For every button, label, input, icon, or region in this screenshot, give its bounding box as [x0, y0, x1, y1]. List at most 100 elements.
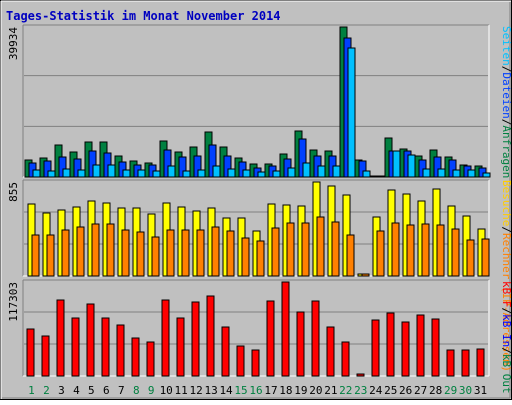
bottom-bar-kb-f-day-21: [326, 326, 335, 377]
middle-bar-rechner-ip-adressen--day-30: [466, 239, 475, 277]
legend-bottom-part-3: /: [500, 347, 512, 354]
middle-bar-rechner-ip-adressen--day-3: [61, 229, 70, 277]
day-label-23: 23: [354, 384, 367, 397]
middle-bar-rechner-ip-adressen--day-8: [136, 231, 145, 277]
day-label-14: 14: [219, 384, 233, 397]
middle-bar-rechner-ip-adressen--day-22: [346, 234, 355, 277]
bottom-bar-kb-f-day-5: [86, 303, 95, 377]
middle-bar-rechner-ip-adressen--day-26: [406, 224, 415, 277]
day-label-13: 13: [204, 384, 217, 397]
bottom-bar-kb-f-day-23: [356, 373, 365, 377]
bottom-bar-kb-f-day-27: [416, 314, 425, 377]
top-bar-seiten-day-29: [452, 169, 461, 178]
bottom-bar-kb-f-day-12: [191, 301, 200, 377]
legend-top-part-0: Seiten: [500, 26, 512, 66]
bottom-bar-kb-f-day-1: [26, 328, 35, 377]
top-bar-seiten-day-23: [362, 170, 371, 178]
middle-bar-rechner-ip-adressen--day-28: [436, 224, 445, 277]
legend-bottom-part-0: kB F: [500, 281, 512, 308]
top-bar-seiten-day-10: [167, 165, 176, 178]
middle-bar-rechner-ip-adressen--day-9: [151, 236, 160, 277]
middle-bar-rechner-ip-adressen--day-25: [391, 222, 400, 277]
middle-bar-rechner-ip-adressen--day-7: [121, 229, 130, 277]
legend-top: Seiten/Dateien/Anfragen: [500, 26, 512, 178]
top-bar-seiten-day-22: [347, 47, 356, 178]
day-label-8: 8: [133, 384, 140, 397]
day-label-31: 31: [474, 384, 487, 397]
middle-bar-rechner-ip-adressen--day-29: [451, 228, 460, 277]
bottom-bar-kb-f-day-31: [476, 348, 485, 377]
bottom-bar-kb-f-day-25: [386, 312, 395, 377]
legend-bottom: kB F/kB In/kB Out: [500, 281, 512, 394]
day-label-7: 7: [118, 384, 125, 397]
day-label-1: 1: [28, 384, 35, 397]
middle-bar-rechner-ip-adressen--day-4: [76, 226, 85, 277]
middle-bar-rechner-ip-adressen--day-20: [316, 216, 325, 277]
day-label-28: 28: [429, 384, 442, 397]
day-label-2: 2: [43, 384, 50, 397]
day-label-27: 27: [414, 384, 427, 397]
day-label-15: 15: [234, 384, 247, 397]
day-label-9: 9: [148, 384, 155, 397]
middle-bar-rechner-ip-adressen--day-2: [46, 234, 55, 277]
day-label-19: 19: [294, 384, 307, 397]
top-bar-seiten-day-24: [377, 175, 386, 178]
middle-bar-rechner-ip-adressen--day-1: [31, 234, 40, 277]
top-bar-seiten-day-1: [32, 169, 41, 178]
bottom-bar-kb-f-day-14: [221, 326, 230, 377]
middle-bar-rechner-ip-adressen--day-21: [331, 221, 340, 277]
top-bar-seiten-day-13: [212, 165, 221, 178]
top-bar-seiten-day-16: [257, 171, 266, 178]
day-label-20: 20: [309, 384, 322, 397]
bottom-bar-kb-f-day-15: [236, 345, 245, 377]
top-bar-seiten-day-18: [287, 167, 296, 178]
legend-top-part-3: /: [500, 119, 512, 126]
middle-bar-rechner-ip-adressen--day-11: [181, 229, 190, 277]
middle-bar-rechner-ip-adressen--day-27: [421, 223, 430, 277]
legend-bottom-part-2: kB In: [500, 314, 512, 347]
bottom-bar-kb-f-day-19: [296, 311, 305, 377]
legend-bottom-part-1: /: [500, 308, 512, 315]
legend-top-part-4: Anfragen: [500, 125, 512, 178]
middle-bar-rechner-ip-adressen--day-16: [256, 240, 265, 277]
day-label-25: 25: [384, 384, 397, 397]
bottom-bar-kb-f-day-20: [311, 300, 320, 377]
day-label-22: 22: [339, 384, 352, 397]
bottom-max-label: 117303: [7, 282, 20, 322]
bottom-bar-kb-f-day-16: [251, 349, 260, 377]
bottom-bar-kb-f-day-22: [341, 341, 350, 377]
top-bar-seiten-day-9: [152, 170, 161, 178]
bottom-bar-kb-f-day-17: [266, 300, 275, 377]
middle-panel: 855: [7, 179, 490, 277]
day-label-11: 11: [175, 384, 188, 397]
bottom-bar-kb-f-day-28: [431, 318, 440, 377]
top-bar-seiten-day-27: [422, 168, 431, 178]
chart-title: Tages-Statistik im Monat November 2014: [6, 9, 281, 23]
day-label-16: 16: [249, 384, 262, 397]
middle-bar-rechner-ip-adressen--day-14: [226, 230, 235, 277]
day-label-17: 17: [264, 384, 277, 397]
bottom-bar-kb-f-day-11: [176, 317, 185, 377]
legend-middle: Besuche/Rechner (IP-Adressen): [500, 180, 512, 372]
top-bar-seiten-day-31: [482, 172, 491, 178]
top-panel: 39934: [7, 24, 491, 178]
middle-bar-rechner-ip-adressen--day-15: [241, 237, 250, 277]
top-bar-seiten-day-14: [227, 168, 236, 178]
middle-bar-rechner-ip-adressen--day-24: [376, 230, 385, 277]
top-bar-seiten-day-6: [107, 164, 116, 178]
bottom-bar-kb-f-day-18: [281, 281, 290, 377]
top-bar-seiten-day-25: [392, 150, 401, 178]
bottom-bar-kb-f-day-26: [401, 321, 410, 377]
bottom-bar-kb-f-day-2: [41, 335, 50, 377]
day-label-4: 4: [73, 384, 80, 397]
day-label-5: 5: [88, 384, 95, 397]
legend-middle-part-1: /: [500, 226, 512, 233]
bottom-panel: 117303: [7, 279, 490, 377]
bottom-bar-kb-f-day-29: [446, 349, 455, 377]
day-label-24: 24: [369, 384, 383, 397]
bottom-bar-kb-f-day-24: [371, 319, 380, 377]
top-bar-seiten-day-19: [302, 162, 311, 178]
top-bar-seiten-day-2: [47, 170, 56, 178]
middle-bar-rechner-ip-adressen--day-10: [166, 229, 175, 277]
top-bar-seiten-day-30: [467, 169, 476, 178]
